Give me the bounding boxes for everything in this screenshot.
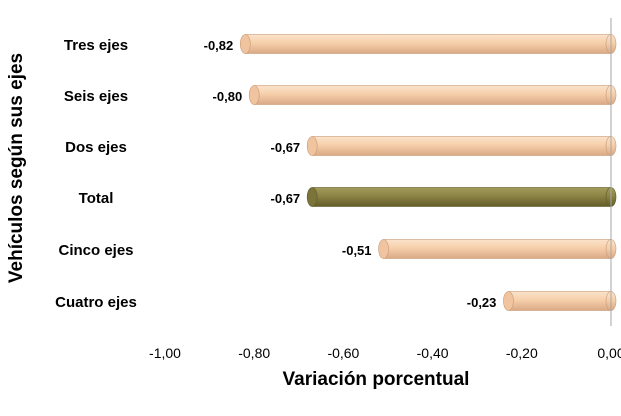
category-label-cinco-ejes: Cinco ejes bbox=[58, 242, 133, 259]
x-tick-label: -0,80 bbox=[238, 345, 270, 361]
value-label-total: -0,67 bbox=[271, 191, 301, 206]
bar-seis-ejes bbox=[253, 85, 612, 105]
bar-cinco-ejes bbox=[383, 239, 612, 259]
bar-left-cap-cuatro-ejes bbox=[503, 291, 514, 311]
bars-group bbox=[244, 34, 612, 311]
bar-ends-group bbox=[239, 34, 617, 311]
bar-left-cap-total bbox=[306, 187, 318, 207]
x-axis-title: Variación porcentual bbox=[283, 369, 470, 390]
category-labels: Tres ejes Seis ejes Dos ejes Total Cinco eje… bbox=[55, 37, 137, 311]
x-tick-label: -1,00 bbox=[149, 345, 181, 361]
value-labels: -0,82 -0,80 -0,67 -0,67 -0,51 -0,23 bbox=[204, 38, 497, 310]
bar-total bbox=[311, 187, 612, 207]
bar-left-cap-seis-ejes bbox=[248, 85, 260, 105]
bar-left-cap-dos-ejes bbox=[306, 136, 318, 156]
bar-cuatro-ejes bbox=[508, 291, 612, 311]
value-label-tres-ejes: -0,82 bbox=[204, 38, 234, 53]
bar-dos-ejes bbox=[311, 136, 612, 156]
x-tick-labels: -1,00 -0,80 -0,60 -0,40 -0,20 0,00 bbox=[149, 345, 621, 361]
value-label-cuatro-ejes: -0,23 bbox=[467, 295, 497, 310]
value-label-cinco-ejes: -0,51 bbox=[342, 243, 372, 258]
x-tick-label: 0,00 bbox=[597, 345, 621, 361]
category-label-seis-ejes: Seis ejes bbox=[64, 88, 128, 105]
category-label-dos-ejes: Dos ejes bbox=[65, 139, 127, 156]
category-label-cuatro-ejes: Cuatro ejes bbox=[55, 294, 137, 311]
bar-left-cap-tres-ejes bbox=[239, 34, 251, 54]
x-tick-label: -0,40 bbox=[417, 345, 449, 361]
bar-tres-ejes bbox=[244, 34, 612, 54]
category-label-tres-ejes: Tres ejes bbox=[64, 37, 128, 54]
value-label-seis-ejes: -0,80 bbox=[213, 89, 243, 104]
value-label-dos-ejes: -0,67 bbox=[271, 140, 301, 155]
y-axis-title: Vehículos según sus ejes bbox=[6, 53, 27, 283]
bar-left-cap-cinco-ejes bbox=[378, 239, 389, 259]
x-tick-label: -0,20 bbox=[506, 345, 538, 361]
category-label-total: Total bbox=[79, 190, 114, 207]
x-tick-label: -0,60 bbox=[327, 345, 359, 361]
